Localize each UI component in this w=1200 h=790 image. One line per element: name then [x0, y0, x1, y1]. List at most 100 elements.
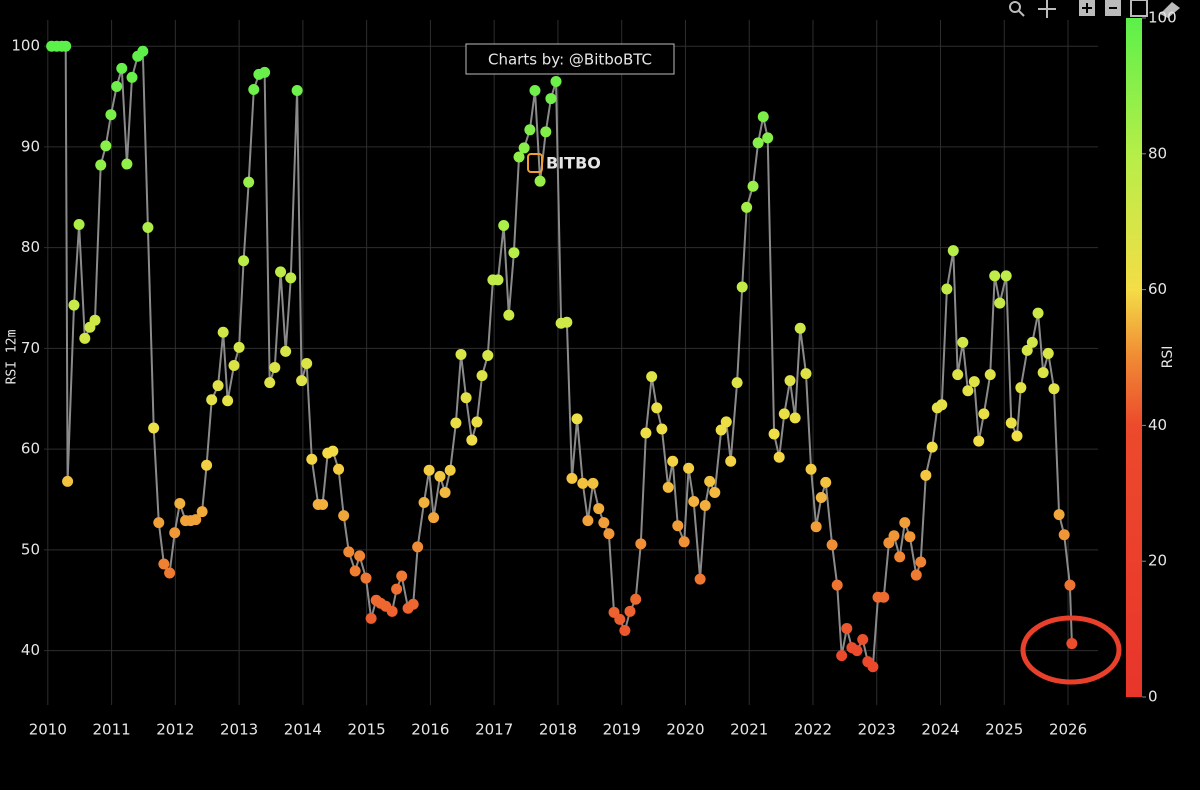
- rsi-point: [815, 491, 827, 503]
- rsi-point: [947, 245, 959, 257]
- rsi-point: [73, 218, 85, 230]
- rsi-point: [269, 362, 281, 374]
- y-axis-title: RSI 12m: [5, 329, 20, 384]
- rsi-point: [640, 427, 652, 439]
- rsi-point: [651, 402, 663, 414]
- rsi-point: [773, 451, 785, 463]
- rsi-point: [561, 316, 573, 328]
- rsi-point: [116, 62, 128, 74]
- rsi-point: [577, 477, 589, 489]
- rsi-point: [349, 565, 361, 577]
- x-tick-label: 2023: [858, 721, 896, 739]
- rsi-point: [534, 175, 546, 187]
- rsi-point: [550, 75, 562, 87]
- rsi-point: [630, 593, 642, 605]
- rsi-point: [174, 498, 186, 510]
- rsi-point: [360, 572, 372, 584]
- rsi-point: [354, 550, 366, 562]
- rsi-point: [720, 416, 732, 428]
- rsi-point: [867, 661, 879, 673]
- rsi-point: [731, 377, 743, 389]
- x-tick-label: 2021: [730, 721, 768, 739]
- rsi-point: [206, 394, 218, 406]
- rsi-point: [540, 126, 552, 138]
- zoom-in-icon: [1082, 3, 1092, 13]
- zoom-button[interactable]: [1009, 1, 1021, 13]
- rsi-point: [989, 270, 1001, 282]
- rsi-point: [222, 395, 234, 407]
- rsi-point: [566, 472, 578, 484]
- chart-title: Charts by: @BitboBTC: [488, 51, 652, 69]
- rsi-point: [646, 371, 658, 383]
- rsi-point: [1021, 344, 1033, 356]
- rsi-point: [1048, 383, 1060, 395]
- rsi-point: [471, 416, 483, 428]
- rsi-point: [455, 348, 467, 360]
- x-tick-label: 2024: [921, 721, 959, 739]
- rsi-point: [614, 613, 626, 625]
- rsi-point: [762, 132, 774, 144]
- rsi-point: [529, 85, 541, 97]
- rsi-point: [841, 622, 853, 634]
- logo-icon: [527, 153, 543, 173]
- y-tick-label: 100: [11, 37, 40, 55]
- rsi-point: [810, 521, 822, 533]
- rsi-point: [423, 464, 435, 476]
- rsi-point: [1058, 529, 1070, 541]
- rsi-point: [450, 417, 462, 429]
- rsi-point: [741, 201, 753, 213]
- rsi-point: [936, 399, 948, 411]
- x-tick-label: 2013: [220, 721, 258, 739]
- x-tick-label: 2017: [475, 721, 513, 739]
- colorbar-tick-label: 60: [1148, 280, 1167, 298]
- rsi-point: [1015, 382, 1027, 394]
- rsi-point: [158, 558, 170, 570]
- rsi-point: [747, 180, 759, 192]
- colorbar-tick-label: 100: [1148, 9, 1177, 27]
- rsi-point: [683, 462, 695, 474]
- rsi-point: [89, 314, 101, 326]
- rsi-point: [280, 345, 292, 357]
- rsi-point: [60, 40, 72, 52]
- x-tick-label: 2015: [348, 721, 386, 739]
- rsi-point: [296, 375, 308, 387]
- rsi-point: [545, 93, 557, 105]
- pan-button[interactable]: [1038, 0, 1056, 18]
- rsi-point: [1032, 307, 1044, 319]
- rsi-point: [228, 360, 240, 372]
- colorbar-tick-label: 20: [1148, 552, 1167, 570]
- rsi-point: [460, 392, 472, 404]
- x-tick-label: 2010: [29, 721, 67, 739]
- rsi-point: [275, 266, 287, 278]
- rsi-point: [513, 151, 525, 163]
- rsi-point: [582, 515, 594, 527]
- rsi-point: [434, 470, 446, 482]
- rsi-point: [259, 66, 271, 78]
- rsi-point: [926, 441, 938, 453]
- x-tick-label: 2011: [92, 721, 130, 739]
- rsi-point: [915, 556, 927, 568]
- rsi-point: [333, 463, 345, 475]
- rsi-point: [973, 435, 985, 447]
- rsi-point: [153, 517, 165, 529]
- rsi-point: [672, 520, 684, 532]
- rsi-point: [62, 475, 74, 487]
- zoom-handle: [1018, 10, 1025, 17]
- rsi-point: [624, 605, 636, 617]
- rsi-point: [904, 531, 916, 543]
- rsi-point: [1011, 430, 1023, 442]
- y-tick-label: 50: [21, 540, 40, 558]
- rsi-point: [190, 514, 202, 526]
- toolbar: [1009, 0, 1180, 18]
- x-tick-label: 2019: [603, 721, 641, 739]
- highlight-circle: [1020, 615, 1122, 685]
- rsi-point: [95, 159, 107, 171]
- autoscale-button[interactable]: [1130, 0, 1148, 17]
- rsi-point: [941, 283, 953, 295]
- rsi-point: [831, 579, 843, 591]
- rsi-point: [1064, 579, 1076, 591]
- reset-button[interactable]: [1160, 2, 1180, 18]
- rsi-point: [688, 496, 700, 508]
- rsi-point: [778, 408, 790, 420]
- rsi-point: [667, 455, 679, 467]
